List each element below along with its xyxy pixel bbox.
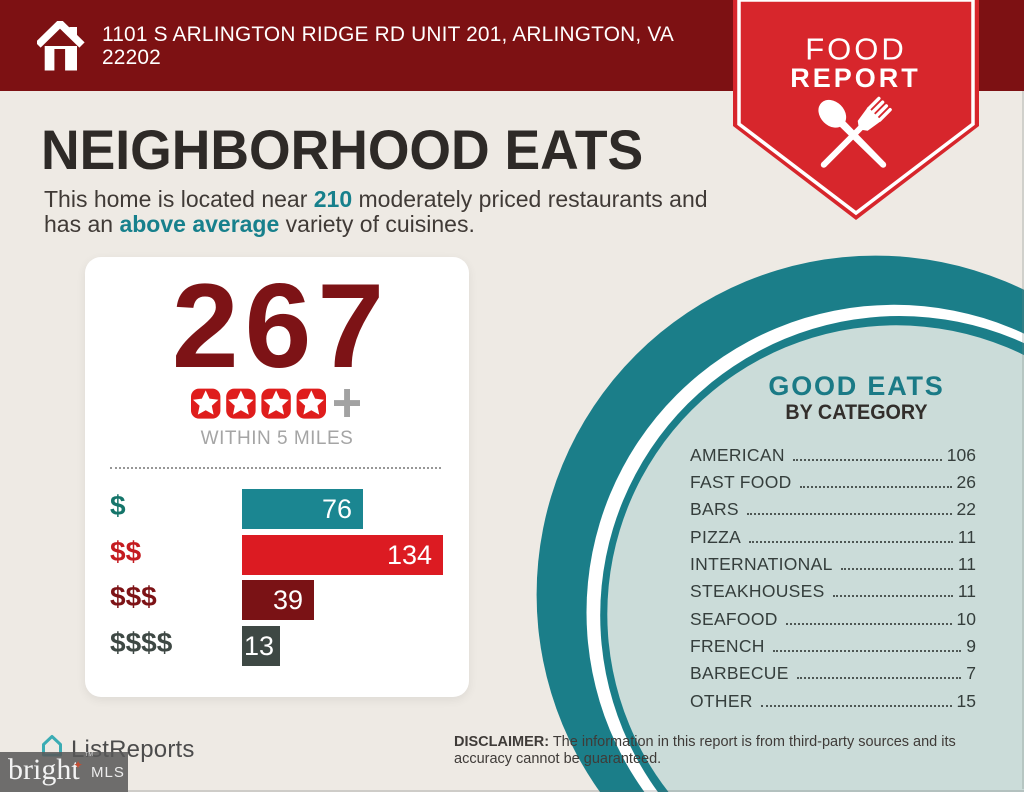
svg-text:FOOD: FOOD — [805, 32, 907, 67]
svg-text:REPORT: REPORT — [790, 63, 921, 93]
